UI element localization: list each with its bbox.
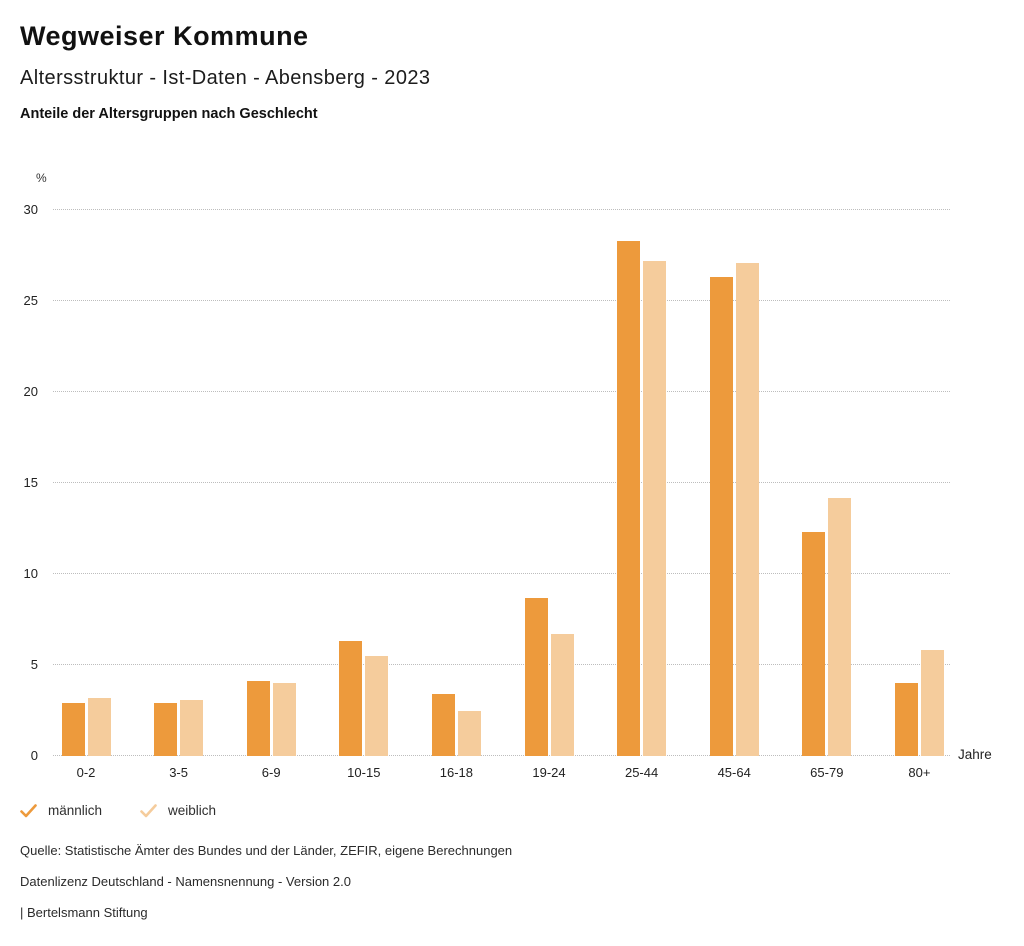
bar-weiblich-6-9[interactable] — [272, 683, 296, 756]
bar-weiblich-25-44[interactable] — [643, 260, 667, 756]
y-tick-label-15: 15 — [23, 475, 38, 490]
bar-männlich-80+[interactable] — [894, 683, 918, 756]
legend-item-weiblich[interactable]: weiblich — [140, 803, 216, 818]
bar-weiblich-0-2[interactable] — [87, 697, 111, 756]
x-tick-label-16-18: 16-18 — [439, 765, 474, 780]
x-tick-label-19-24: 19-24 — [532, 765, 566, 780]
bar-männlich-25-44[interactable] — [617, 240, 641, 756]
bar-weiblich-65-79[interactable] — [828, 497, 852, 756]
y-tick-label-10: 10 — [23, 566, 38, 581]
y-tick-label-5: 5 — [30, 657, 38, 672]
y-tick-label-0: 0 — [30, 748, 38, 763]
plot-area — [53, 209, 950, 756]
gridline-25 — [53, 300, 950, 301]
bar-männlich-6-9[interactable] — [246, 681, 270, 756]
y-tick-label-30: 30 — [23, 202, 38, 217]
bar-männlich-65-79[interactable] — [802, 532, 826, 756]
check-icon — [140, 803, 157, 817]
bar-männlich-16-18[interactable] — [431, 694, 455, 756]
x-tick-label-65-79: 65-79 — [810, 765, 844, 780]
bar-männlich-10-15[interactable] — [339, 641, 363, 756]
x-tick-label-3-5: 3-5 — [169, 765, 188, 780]
gridline-0 — [53, 755, 950, 756]
gridline-5 — [53, 664, 950, 665]
gridline-30 — [53, 209, 950, 210]
x-tick-label-45-64: 45-64 — [717, 765, 751, 780]
chart-caption: Anteile der Altersgruppen nach Geschlech… — [20, 106, 318, 122]
bar-weiblich-45-64[interactable] — [735, 262, 759, 756]
footer-brand: | Bertelsmann Stiftung — [20, 905, 148, 920]
x-axis-unit-label: Jahre — [958, 747, 992, 762]
bar-männlich-3-5[interactable] — [154, 703, 178, 756]
page-title: Wegweiser Kommune — [20, 21, 309, 51]
legend: männlich weiblich — [20, 803, 216, 818]
x-tick-label-6-9: 6-9 — [261, 765, 281, 780]
bar-weiblich-16-18[interactable] — [457, 710, 481, 756]
footer-license: Datenlizenz Deutschland - Namensnennung … — [20, 874, 351, 889]
chart-area: % 0 5 10 15 20 25 30 0-2 3-5 6-9 10-15 16-18 19-24 25… — [0, 165, 1024, 785]
gridline-10 — [53, 573, 950, 574]
x-tick-label-25-44: 25-44 — [624, 765, 659, 780]
gridline-20 — [53, 391, 950, 392]
x-tick-label-80+: 80+ — [908, 765, 931, 780]
bar-weiblich-10-15[interactable] — [365, 655, 389, 756]
gridline-15 — [53, 482, 950, 483]
x-tick-label-0-2: 0-2 — [76, 765, 96, 780]
bar-weiblich-80+[interactable] — [920, 650, 944, 756]
legend-label-maennlich: männlich — [48, 803, 103, 818]
bar-männlich-0-2[interactable] — [61, 703, 85, 756]
bar-weiblich-3-5[interactable] — [180, 699, 204, 756]
x-tick-label-10-15: 10-15 — [347, 765, 381, 780]
bar-männlich-45-64[interactable] — [709, 277, 733, 756]
check-icon — [20, 803, 37, 817]
bar-weiblich-19-24[interactable] — [550, 634, 574, 756]
y-axis-unit-label: % — [36, 171, 47, 185]
y-tick-label-20: 20 — [23, 384, 38, 399]
footer-source: Quelle: Statistische Ämter des Bundes un… — [20, 843, 513, 858]
bar-männlich-19-24[interactable] — [524, 597, 548, 756]
legend-item-maennlich[interactable]: männlich — [20, 803, 102, 818]
legend-label-weiblich: weiblich — [168, 803, 217, 818]
y-tick-label-25: 25 — [23, 293, 38, 308]
chart-subtitle: Altersstruktur - Ist-Daten - Abensberg -… — [20, 67, 431, 89]
